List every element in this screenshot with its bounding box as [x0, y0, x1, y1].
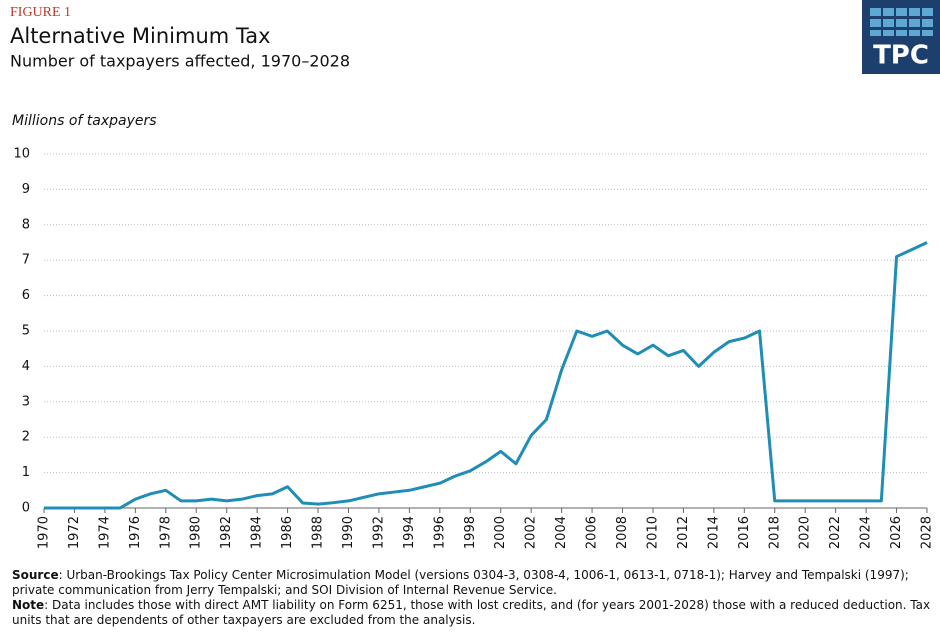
y-tick-label: 7 — [22, 253, 30, 268]
y-tick-label: 6 — [22, 288, 30, 303]
x-tick-label: 2008 — [615, 516, 630, 549]
x-tick-label: 2002 — [524, 516, 539, 549]
y-tick-label: 3 — [22, 394, 30, 409]
x-tick-label: 1978 — [158, 516, 173, 549]
y-tick-label: 0 — [22, 501, 30, 516]
y-tick-label: 10 — [13, 147, 30, 162]
x-tick-label: 1994 — [402, 516, 417, 549]
y-tick-label: 8 — [22, 217, 30, 232]
footnote-label: Note — [12, 598, 45, 612]
x-tick-label: 2000 — [493, 516, 508, 549]
x-tick-label: 1986 — [280, 516, 295, 549]
x-tick-label: 1974 — [97, 516, 112, 549]
footnote: Source: Urban-Brookings Tax Policy Cente… — [12, 568, 932, 598]
x-tick-label: 1996 — [432, 516, 447, 549]
x-tick-label: 2004 — [554, 516, 569, 549]
chart-subtitle: Number of taxpayers affected, 1970–2028 — [10, 52, 350, 71]
x-tick-label: 2006 — [585, 516, 600, 549]
x-tick-label: 1982 — [219, 516, 234, 549]
x-tick-label: 1988 — [311, 516, 326, 549]
x-tick-label: 2022 — [828, 516, 843, 549]
x-tick-label: 2026 — [889, 516, 904, 549]
y-axis-label: Millions of taxpayers — [12, 113, 157, 129]
x-tick-label: 1980 — [189, 516, 204, 549]
x-tick-label: 1972 — [67, 516, 82, 549]
logo: TPC — [862, 0, 940, 74]
footnote-text: : Data includes those with direct AMT li… — [12, 598, 931, 627]
x-tick-label: 1984 — [250, 516, 265, 549]
footnote-label: Source — [12, 568, 59, 582]
footnote-text: : Urban-Brookings Tax Policy Center Micr… — [12, 568, 909, 597]
x-tick-label: 2028 — [920, 516, 935, 549]
figure-label: FIGURE 1 — [10, 5, 71, 20]
chart-title: Alternative Minimum Tax — [10, 24, 271, 48]
y-tick-label: 1 — [22, 465, 30, 480]
x-tick-label: 2016 — [737, 516, 752, 549]
x-tick-label: 2010 — [645, 516, 660, 549]
x-tick-label: 1998 — [463, 516, 478, 549]
y-tick-label: 2 — [22, 430, 30, 445]
x-tick-label: 2012 — [676, 516, 691, 549]
x-tick-label: 2018 — [767, 516, 782, 549]
x-tick-label: 2014 — [706, 516, 721, 549]
logo-text: TPC — [873, 41, 929, 71]
x-tick-label: 1990 — [341, 516, 356, 549]
logo-squares — [870, 8, 933, 36]
footnote: Note: Data includes those with direct AM… — [12, 598, 932, 628]
x-tick-label: 1976 — [128, 516, 143, 549]
line — [44, 241, 928, 510]
x-tick-label: 2020 — [798, 516, 813, 549]
x-tick-label: 1970 — [37, 516, 52, 549]
footnotes: Source: Urban-Brookings Tax Policy Cente… — [12, 568, 932, 628]
y-tick-label: 4 — [22, 359, 30, 374]
y-tick-label: 9 — [22, 182, 30, 197]
x-tick-label: 2024 — [859, 516, 874, 549]
y-tick-label: 5 — [22, 324, 30, 339]
x-tick-label: 1992 — [371, 516, 386, 549]
